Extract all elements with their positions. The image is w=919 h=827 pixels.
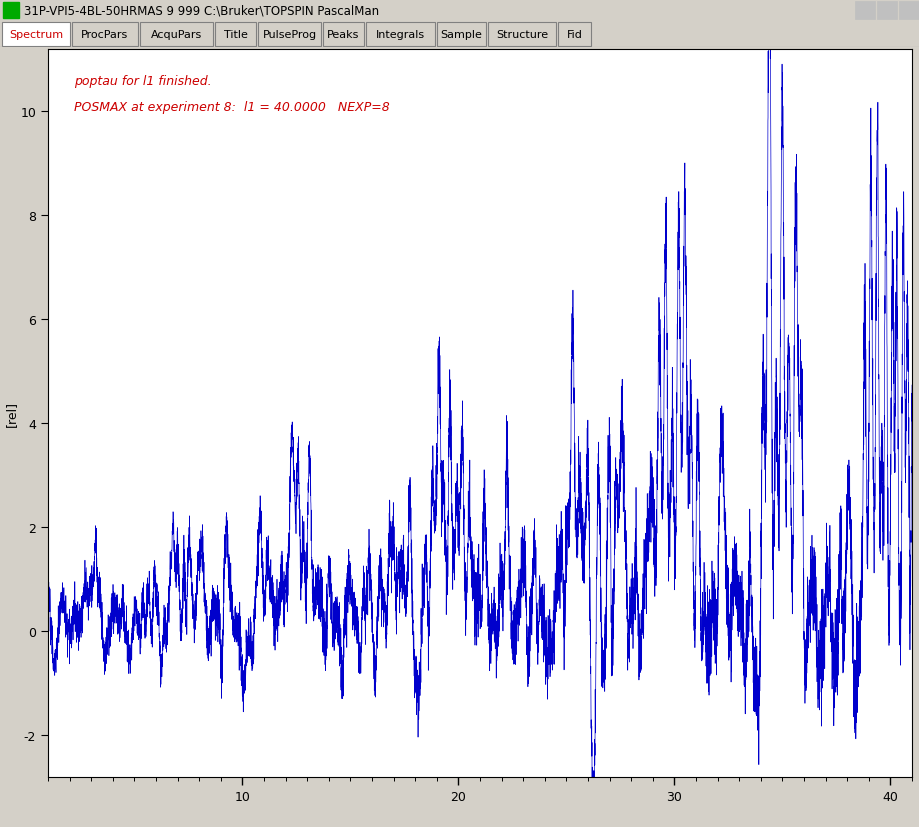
- FancyBboxPatch shape: [558, 23, 590, 47]
- Text: _: _: [861, 6, 867, 16]
- Text: Peaks: Peaks: [327, 30, 359, 40]
- Text: Spectrum: Spectrum: [9, 30, 63, 40]
- Text: Integrals: Integrals: [376, 30, 425, 40]
- Bar: [898, 2, 918, 20]
- Text: Structure: Structure: [495, 30, 548, 40]
- Text: PulseProg: PulseProg: [262, 30, 316, 40]
- FancyBboxPatch shape: [366, 23, 435, 47]
- Y-axis label: [rel]: [rel]: [5, 400, 17, 427]
- FancyBboxPatch shape: [2, 23, 70, 47]
- Text: POSMAX at experiment 8:  l1 = 40.0000   NEXP=8: POSMAX at experiment 8: l1 = 40.0000 NEX…: [74, 101, 390, 114]
- FancyBboxPatch shape: [323, 23, 364, 47]
- Text: ProcPars: ProcPars: [81, 30, 129, 40]
- FancyBboxPatch shape: [487, 23, 555, 47]
- Text: Fid: Fid: [566, 30, 582, 40]
- FancyBboxPatch shape: [257, 23, 321, 47]
- FancyBboxPatch shape: [140, 23, 213, 47]
- Text: Sample: Sample: [440, 30, 482, 40]
- Text: Title: Title: [223, 30, 247, 40]
- Bar: [876, 2, 896, 20]
- Text: 31P-VPI5-4BL-50HRMAS 9 999 C:\Bruker\TOPSPIN PascalMan: 31P-VPI5-4BL-50HRMAS 9 999 C:\Bruker\TOP…: [24, 4, 379, 17]
- Bar: [854, 2, 874, 20]
- FancyBboxPatch shape: [215, 23, 255, 47]
- FancyBboxPatch shape: [72, 23, 138, 47]
- Text: poptau for l1 finished.: poptau for l1 finished.: [74, 75, 211, 88]
- Text: 1: 1: [4, 6, 11, 16]
- Text: □: □: [880, 6, 891, 16]
- FancyBboxPatch shape: [437, 23, 485, 47]
- Bar: [3, 3, 19, 19]
- Text: AcquPars: AcquPars: [151, 30, 202, 40]
- Text: X: X: [903, 6, 913, 16]
